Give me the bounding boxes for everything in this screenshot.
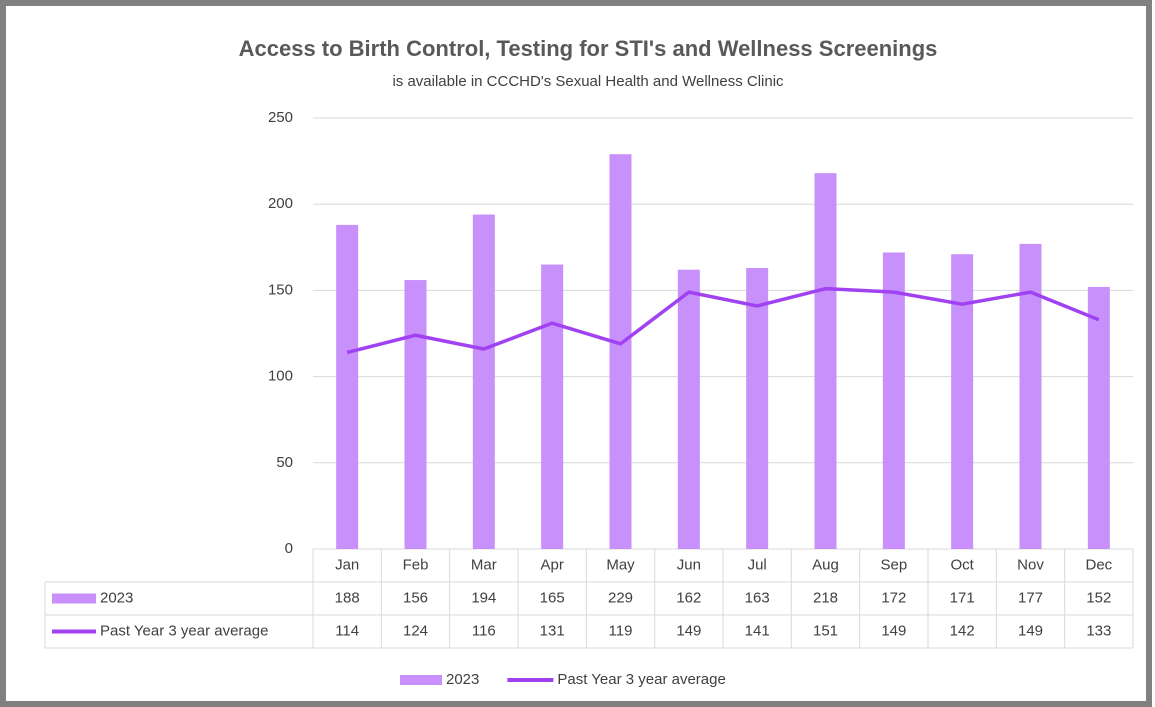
x-tick-label: Oct bbox=[950, 556, 974, 573]
table-value: 119 bbox=[609, 622, 633, 639]
table-value: 188 bbox=[335, 589, 360, 606]
table-value: 194 bbox=[471, 589, 496, 606]
table-value: 141 bbox=[745, 622, 770, 639]
table-value: 142 bbox=[950, 622, 975, 639]
table-value: 229 bbox=[608, 589, 633, 606]
x-tick-label: Sep bbox=[880, 556, 907, 573]
bar bbox=[472, 214, 495, 549]
table-value: 165 bbox=[540, 589, 565, 606]
bar bbox=[677, 269, 700, 549]
y-tick-label: 200 bbox=[268, 195, 293, 212]
table-value: 114 bbox=[335, 622, 359, 639]
y-tick-label: 250 bbox=[268, 109, 293, 126]
legend-key bbox=[52, 593, 96, 604]
table-value: 124 bbox=[403, 622, 428, 639]
table-value: 152 bbox=[1086, 589, 1111, 606]
y-tick-label: 50 bbox=[276, 454, 293, 471]
chart-subtitle: is available in CCCHD's Sexual Health an… bbox=[392, 73, 784, 90]
x-tick-label: Nov bbox=[1017, 556, 1044, 573]
bar bbox=[746, 267, 769, 549]
legend-label: Past Year 3 year average bbox=[557, 671, 725, 688]
table-value: 131 bbox=[540, 622, 565, 639]
x-tick-label: Dec bbox=[1085, 556, 1112, 573]
chart-title: Access to Birth Control, Testing for STI… bbox=[239, 36, 938, 61]
table-value: 162 bbox=[676, 589, 701, 606]
bar bbox=[336, 224, 359, 549]
legend-key bbox=[400, 675, 442, 685]
x-tick-label: Jun bbox=[677, 556, 701, 573]
table-value: 172 bbox=[881, 589, 906, 606]
x-tick-label: Aug bbox=[812, 556, 839, 573]
bar bbox=[1019, 243, 1042, 550]
table-value: 163 bbox=[745, 589, 770, 606]
table-value: 177 bbox=[1018, 589, 1043, 606]
table-value: 133 bbox=[1086, 622, 1111, 639]
bar bbox=[882, 252, 905, 550]
bar bbox=[951, 254, 974, 550]
x-tick-label: May bbox=[606, 556, 635, 573]
x-tick-label: Apr bbox=[540, 556, 563, 573]
table-value: 149 bbox=[1018, 622, 1043, 639]
table-value: 218 bbox=[813, 589, 838, 606]
y-tick-label: 150 bbox=[268, 281, 293, 298]
bar bbox=[1087, 286, 1110, 549]
x-tick-label: Jan bbox=[335, 556, 359, 573]
bar bbox=[814, 173, 837, 549]
y-tick-label: 100 bbox=[268, 368, 293, 385]
line bbox=[346, 286, 1100, 355]
bar bbox=[609, 154, 632, 550]
table-value: 151 bbox=[813, 622, 838, 639]
legend-label: 2023 bbox=[446, 671, 479, 688]
x-tick-label: Feb bbox=[403, 556, 429, 573]
bar bbox=[404, 280, 427, 549]
bar bbox=[541, 264, 564, 549]
table-series-name: Past Year 3 year average bbox=[100, 622, 268, 639]
table-value: 156 bbox=[403, 589, 428, 606]
table-value: 149 bbox=[676, 622, 701, 639]
table-series-name: 2023 bbox=[100, 589, 133, 606]
x-tick-label: Mar bbox=[471, 556, 497, 573]
y-tick-label: 0 bbox=[285, 540, 293, 557]
table-value: 149 bbox=[881, 622, 906, 639]
table-value: 116 bbox=[472, 622, 496, 639]
x-tick-label: Jul bbox=[748, 556, 767, 573]
table-value: 171 bbox=[950, 589, 975, 606]
